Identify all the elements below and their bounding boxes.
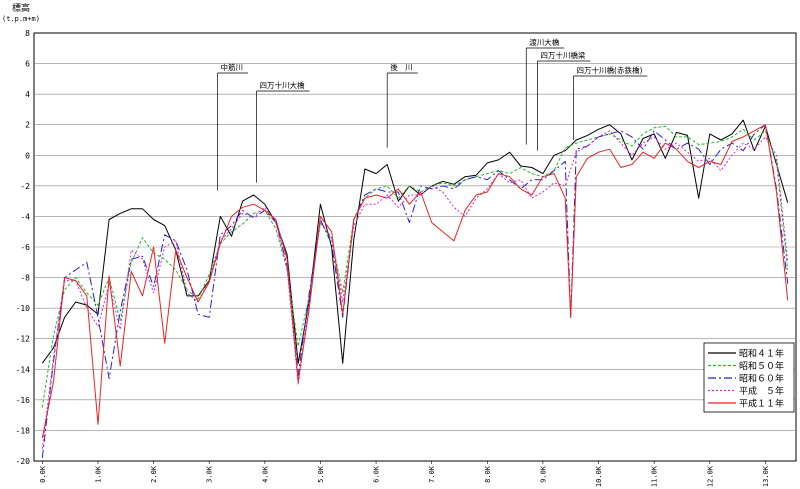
y-tick-label: -10 [16, 304, 31, 313]
annotation: 四万十川橋(赤鉄橋) [573, 65, 648, 140]
y-tick-label: -12 [16, 335, 31, 344]
x-tick-label: 3.0K [206, 465, 214, 483]
y-tick-label: 0 [25, 151, 30, 160]
x-tick-label: 12.0K [706, 465, 714, 487]
annotation: 中筋川 [217, 62, 249, 191]
x-tick-label: 5.0K [317, 465, 325, 483]
x-tick-label: 4.0K [261, 465, 269, 483]
annotation-label: 中筋川 [221, 62, 244, 72]
y-tick-label: -16 [16, 396, 31, 405]
x-tick-label: 13.0K [762, 465, 770, 487]
x-tick-label: 7.0K [428, 465, 436, 483]
annotation-label: 渡川大橋 [529, 37, 559, 47]
annotation: 渡川大橋 [525, 37, 565, 145]
x-tick-labels: 0.0K 1.0K 2.0K 3.0K 4.0K 5.0K 6.0K 7.0K 8.0K 9.0K… [39, 461, 770, 487]
annotation: 四万十川大橋 [256, 80, 310, 183]
x-tick-label: 6.0K [373, 465, 381, 483]
y-tick-label: 4 [25, 90, 30, 99]
y-tick-label: -4 [20, 212, 30, 221]
y-tick-label: -6 [20, 243, 30, 252]
annotation-label: 後 川 [390, 62, 413, 72]
x-tick-label: 1.0K [94, 465, 102, 483]
series-lines [41, 119, 789, 458]
x-tick-label: 9.0K [539, 465, 547, 483]
y-tick-label: -20 [16, 457, 31, 466]
series-line [41, 124, 789, 458]
legend-label: 平成１１年 [739, 398, 784, 410]
grid-lines [34, 63, 796, 431]
series-line [41, 119, 789, 364]
legend-label: 昭和４１年 [739, 348, 784, 360]
y-tick-label: 2 [25, 121, 30, 130]
y-tick-label: -14 [16, 365, 31, 374]
y-axis-unit-label: (t.p.m+m) [2, 15, 40, 23]
y-tick-label: -2 [20, 182, 30, 191]
series-line [41, 125, 789, 408]
series-line [41, 124, 789, 439]
x-tick-label: 2.0K [150, 465, 158, 483]
annotation-label: 四万十川大橋 [259, 80, 304, 90]
legend-label: 昭和５０年 [739, 360, 784, 372]
y-tick-label: -18 [16, 426, 31, 435]
legend-label: 平成 ５年 [739, 385, 784, 397]
y-tick-label: 8 [25, 29, 30, 38]
y-tick-label: 6 [25, 60, 30, 69]
annotation: 四万十川橋梁 [537, 50, 591, 151]
annotation-label: 四万十川橋(赤鉄橋) [577, 65, 643, 75]
y-axis-label: 標高 [12, 2, 30, 14]
x-tick-label: 0.0K [39, 465, 47, 483]
legend-label: 昭和６０年 [739, 373, 784, 385]
x-tick-label: 11.0K [651, 465, 659, 487]
annotation: 後 川 [386, 62, 418, 148]
y-tick-label: -8 [20, 274, 30, 283]
x-tick-label: 10.0K [595, 465, 603, 487]
x-tick-label: 8.0K [484, 465, 492, 483]
annotation-label: 四万十川橋梁 [540, 50, 585, 60]
